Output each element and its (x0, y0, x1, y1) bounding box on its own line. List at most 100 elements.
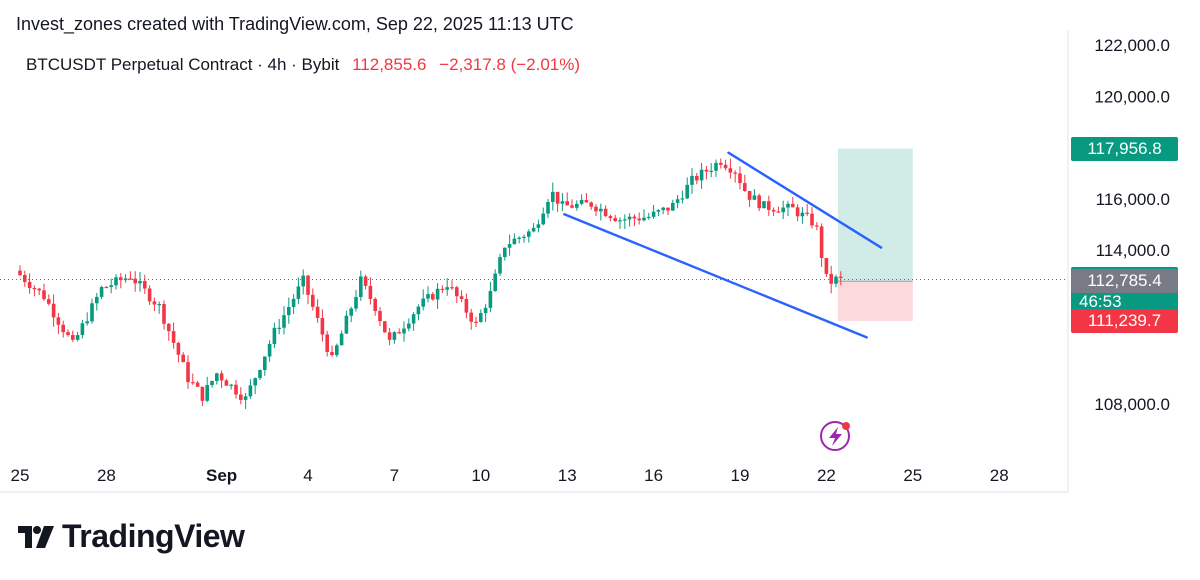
candle (215, 372, 219, 385)
candle (133, 271, 137, 292)
candle (27, 273, 32, 294)
x-tick-label: 7 (390, 466, 399, 485)
candle (272, 322, 277, 349)
candle (733, 170, 737, 183)
candle (335, 343, 339, 358)
candle (147, 285, 152, 305)
candle (560, 192, 565, 212)
candle (402, 321, 406, 342)
candle (234, 380, 238, 399)
candle (613, 214, 617, 222)
candle (608, 214, 613, 222)
candle (594, 204, 598, 217)
lightning-bolt-icon[interactable] (820, 421, 850, 451)
candle (719, 158, 723, 169)
candle (186, 355, 190, 389)
y-tick-label: 116,000.0 (1096, 190, 1170, 209)
candle (819, 223, 824, 267)
candle (359, 270, 363, 301)
candle (743, 174, 747, 192)
candle (762, 201, 766, 209)
candle (75, 331, 80, 342)
candle (349, 306, 353, 323)
lower-trendline[interactable] (563, 213, 868, 339)
candle (311, 288, 315, 311)
candle (383, 320, 387, 333)
candle (824, 257, 829, 278)
tradingview-wordmark: TradingView (62, 518, 245, 554)
stop-price-text: 111,239.7 (1087, 310, 1162, 330)
candle (661, 206, 665, 214)
candle (176, 341, 181, 363)
candle (469, 308, 473, 330)
candle (23, 270, 27, 287)
candle (527, 229, 531, 243)
candle (224, 378, 229, 386)
candle (263, 356, 267, 376)
y-tick-label: 122,000.0 (1094, 36, 1170, 55)
candle (426, 286, 430, 303)
candle (603, 205, 608, 217)
candle (647, 212, 651, 220)
candle (407, 318, 411, 332)
candle (690, 168, 694, 194)
stop-zone (837, 281, 913, 321)
stop-price-label: 111,239.7 (1071, 308, 1178, 333)
legend-price-change: −2,317.8 (−2.01%) (439, 55, 581, 74)
candle (541, 207, 545, 226)
candle (51, 294, 56, 327)
candle (474, 316, 478, 328)
candle (493, 269, 497, 292)
tradingview-logo[interactable]: TradingView (18, 518, 245, 555)
candle (61, 320, 65, 338)
candle (80, 319, 85, 339)
candle (191, 373, 195, 385)
candle (363, 274, 368, 290)
candle (181, 352, 185, 363)
candle (575, 200, 579, 211)
candle (839, 271, 843, 286)
candle (570, 199, 574, 209)
candle (171, 322, 176, 349)
candle (104, 286, 109, 289)
candle (339, 330, 344, 346)
candle (503, 247, 507, 261)
candle (767, 195, 771, 216)
candle (483, 304, 488, 323)
candle (479, 309, 483, 323)
candle (119, 273, 123, 289)
candle (546, 199, 550, 218)
legend-last-price: 112,855.6 (352, 55, 427, 74)
candle (411, 311, 416, 331)
candle (618, 217, 622, 229)
candle (330, 345, 334, 357)
symbol-legend[interactable]: BTCUSDT Perpetual Contract · 4h · Bybit … (26, 55, 580, 75)
candle (455, 285, 459, 304)
candle (695, 172, 699, 185)
candle (435, 283, 440, 309)
candle (632, 214, 637, 227)
x-tick-label: 25 (903, 466, 922, 485)
candle (378, 307, 382, 327)
candle (776, 206, 781, 213)
y-tick-label: 114,000.0 (1096, 241, 1170, 260)
target-price-label: 117,956.8 (1071, 136, 1178, 161)
candle (282, 306, 286, 335)
candle (728, 158, 733, 179)
candle (522, 234, 526, 243)
candle (800, 207, 805, 224)
upper-trendline[interactable] (727, 151, 883, 249)
candle (829, 265, 833, 294)
candle (440, 285, 445, 293)
candle (791, 196, 795, 208)
candle (431, 292, 435, 301)
candle (723, 159, 728, 171)
candle (551, 182, 555, 211)
candle (507, 234, 512, 256)
candle (66, 329, 70, 337)
candle (291, 294, 296, 314)
candle (531, 223, 536, 233)
candle (243, 393, 248, 409)
